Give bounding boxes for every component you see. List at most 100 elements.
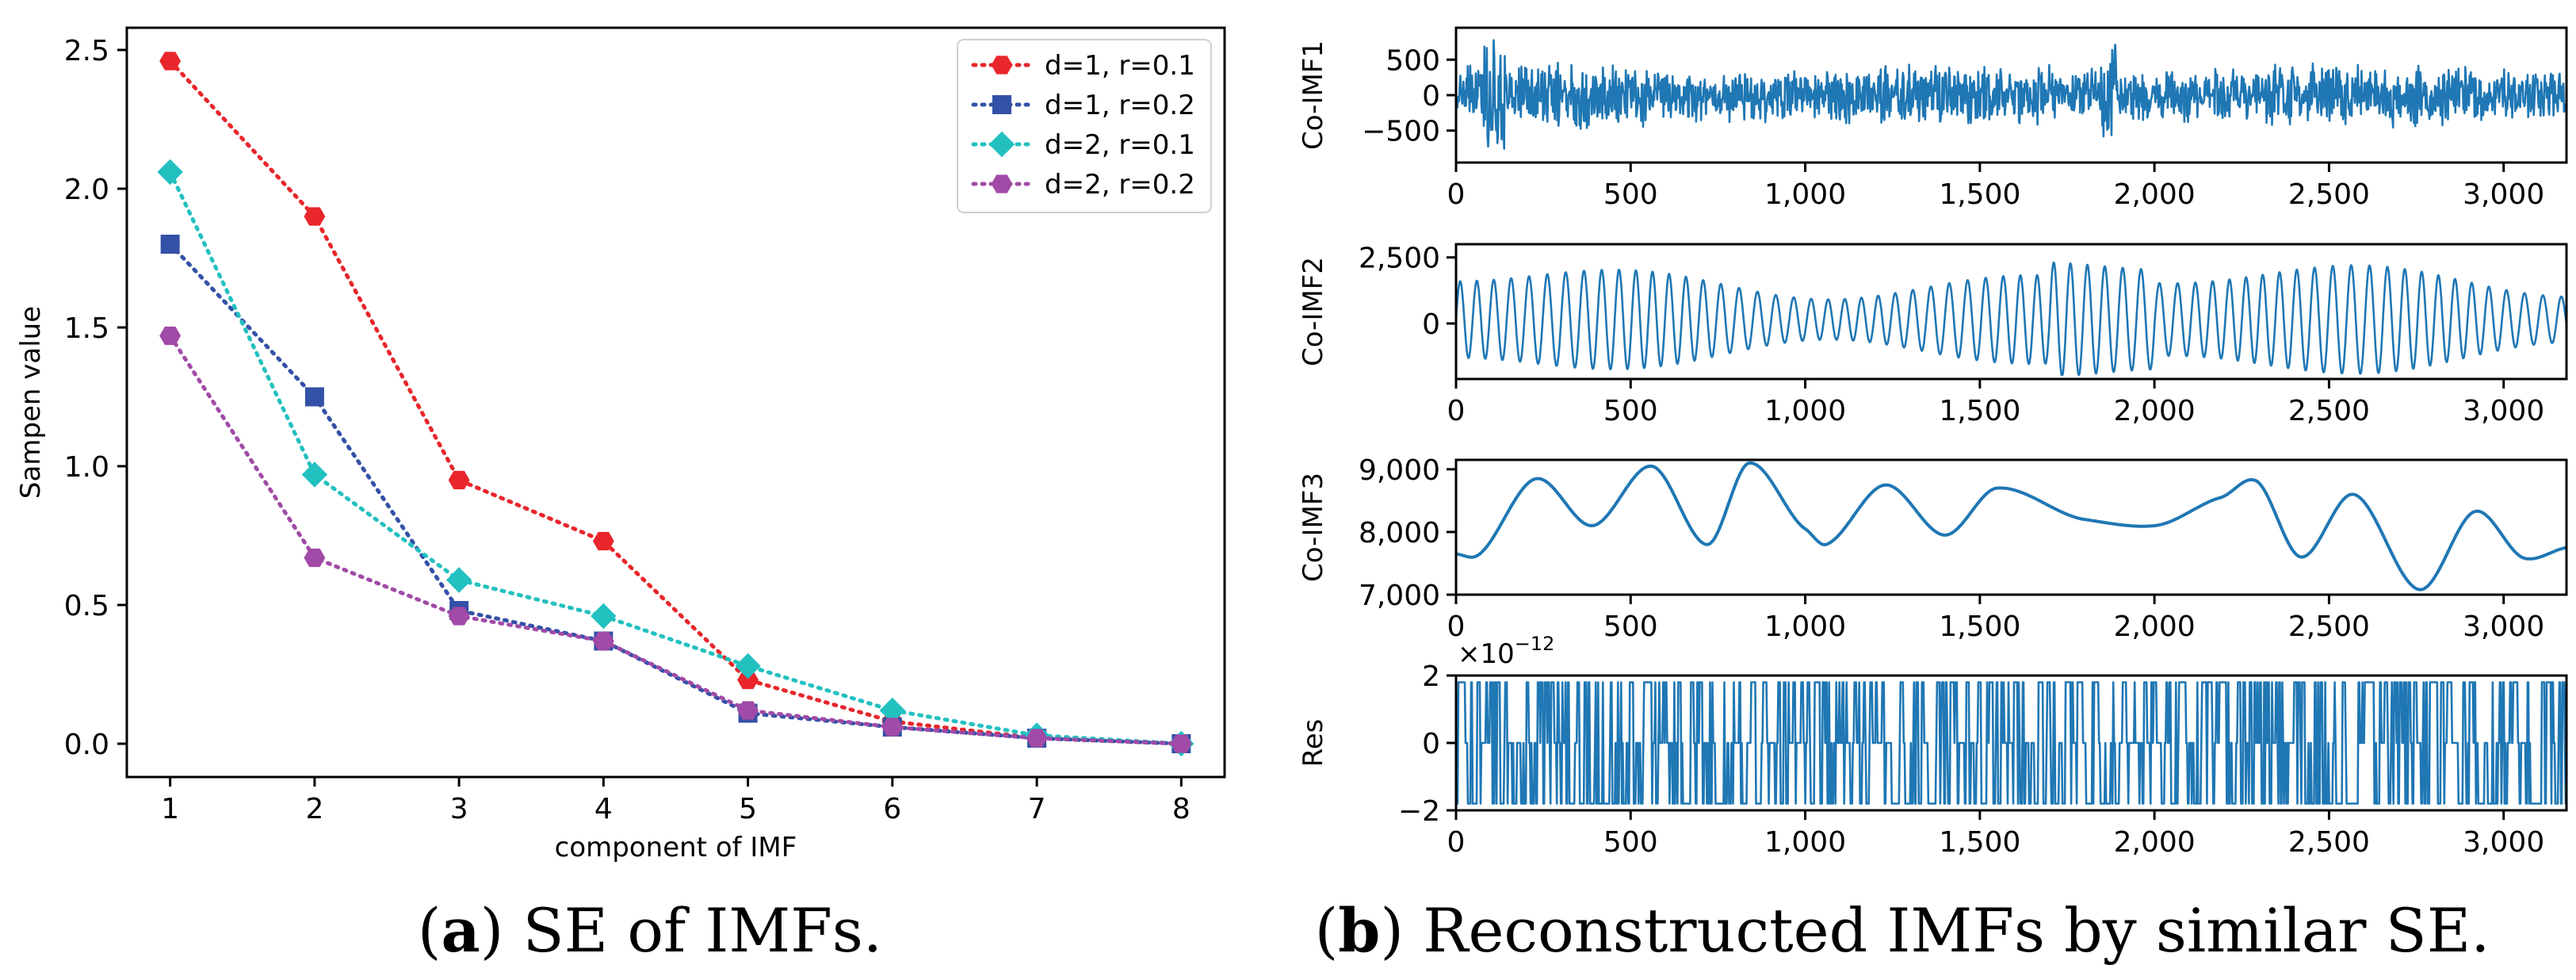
x-tick-label: 2,000 [2114,395,2196,427]
x-tick-label: 3,000 [2463,395,2544,427]
y-tick-label: 2.0 [64,174,109,206]
series-3 [157,159,1194,757]
imf-panel-3: 0 500 1,000 1,500 2,000 2,500 3,000 7,000 8,000 9… [1298,454,2568,643]
y-tick-label: 0.5 [64,590,109,622]
x-tick-label: 2,500 [2288,611,2370,643]
y-tick-label: 500 [1385,44,1440,77]
x-tick-label: 1,000 [1764,178,1846,211]
caption-a-label: a [441,895,480,966]
data-point [304,548,326,568]
x-tick-label: 2 [305,793,323,825]
panel-y-label: Co-IMF1 [1298,40,1329,150]
x-tick-label: 1,500 [1939,178,2020,211]
x-tick-label: 1,000 [1764,826,1846,859]
x-tick-label: 500 [1603,395,1658,427]
data-point [879,697,906,724]
panel-y-label: Co-IMF3 [1298,473,1329,582]
legend-marker [991,174,1013,193]
x-tick-label: 8 [1172,793,1191,825]
y-tick-label: 0.0 [64,729,109,761]
x-tick-label: 0 [1447,395,1466,427]
imf-panel-2: 0 500 1,000 1,500 2,000 2,500 3,000 0 2,500 Co-IM… [1298,243,2568,427]
y-tick-label: −2 [1398,795,1440,828]
x-tick-label: 1,500 [1939,611,2020,643]
caption-a-text: SE of IMFs. [503,895,882,966]
x-tick-label: 3 [450,793,468,825]
legend-marker [988,131,1015,158]
y-tick-label: −500 [1362,116,1440,148]
panel-frame [1454,243,2568,381]
x-tick-label: 500 [1603,826,1658,859]
x-tick-label: 3,000 [2463,178,2544,211]
x-tick-label: 0 [1447,178,1466,211]
caption-a: (a) SE of IMFs. [418,895,882,966]
legend-marker [992,95,1011,114]
x-tick-label: 5 [739,793,757,825]
data-point [590,603,617,630]
y-tick-label: 9,000 [1359,454,1440,487]
y-tick-label: 0 [1422,308,1440,341]
signal-line [1456,681,2566,805]
series-line [168,334,1183,746]
x-tick-label: 500 [1603,611,1658,643]
series-4 [159,326,1192,753]
x-axis-label: component of IMF [555,832,797,863]
data-point [301,461,328,488]
series-line [168,170,1183,746]
data-point [592,631,614,651]
data-point [1170,734,1192,753]
legend-label: d=1, r=0.1 [1045,50,1195,82]
x-tick-label: 6 [883,793,901,825]
x-tick-label: 3,000 [2463,611,2544,643]
y-scale-base: ×10 [1458,638,1515,670]
y-tick-label: 8,000 [1359,517,1440,549]
data-point [737,670,759,690]
x-tick-label: 2,500 [2288,178,2370,211]
x-tick-label: 0 [1447,611,1466,643]
x-tick-label: 1,000 [1764,611,1846,643]
x-tick-label: 2,000 [2114,826,2196,859]
data-point [445,567,472,593]
data-point [881,718,904,737]
data-point [592,531,614,551]
x-tick-label: 500 [1603,178,1658,211]
x-tick-label: 3,000 [2463,826,2544,859]
data-point [448,470,470,490]
y-tick-label: 2 [1422,660,1440,693]
x-tick-label: 4 [594,793,613,825]
x-tick-label: 1,500 [1939,395,2020,427]
legend-marker [991,56,1013,75]
y-tick-label: 2.5 [64,35,109,67]
y-scale-exponent: −12 [1515,633,1555,655]
x-tick-label: 2,500 [2288,826,2370,859]
data-point [735,653,761,679]
y-tick-label: 1.5 [64,312,109,345]
caption-b-label: b [1338,895,1380,966]
imf-panels: 0 500 1,000 1,500 2,000 2,500 3,000−5000500Co-… [1298,26,2568,859]
y-tick-label: 0 [1422,80,1440,113]
x-tick-label: 2,000 [2114,611,2196,643]
x-tick-label: 2,500 [2288,395,2370,427]
data-point [737,701,759,720]
data-point [159,52,182,71]
legend: d=1, r=0.1 d=1, r=0.2 d=2, r=0.1 d=2, r=0.2 [957,39,1212,213]
x-tick-label: 2,000 [2114,178,2196,211]
x-tick-label: 7 [1028,793,1046,825]
signal-line [1456,461,2566,591]
data-point [159,326,182,346]
caption-b: (b) Reconstructed IMFs by similar SE. [1315,895,2490,966]
y-tick-label: 0 [1422,728,1440,760]
y-tick-label: 7,000 [1359,580,1440,612]
signal-line [1456,261,2566,377]
data-point [157,159,183,186]
legend-label: d=2, r=0.2 [1045,169,1195,201]
y-tick-label: 2,500 [1359,243,1440,275]
data-point [1026,729,1048,748]
panel-y-label: Co-IMF2 [1298,257,1329,366]
caption-b-text: Reconstructed IMFs by similar SE. [1404,895,2490,966]
data-point [304,207,326,226]
x-tick-label: 1 [161,793,179,825]
panel-frame [1454,458,2568,596]
imf-panel-1: 0 500 1,000 1,500 2,000 2,500 3,000−5000500Co-… [1298,26,2568,211]
legend-box [957,39,1212,213]
